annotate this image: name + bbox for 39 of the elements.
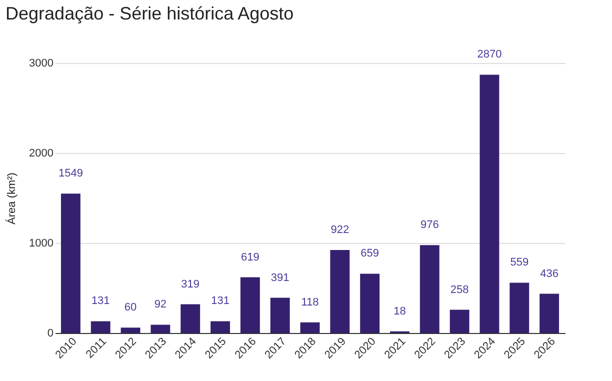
data-label: 258 [450,284,469,296]
bar [240,277,260,333]
bar [330,250,350,333]
bar [90,321,110,333]
y-axis-title: Área (km²) [5,172,18,224]
data-label: 18 [394,305,406,318]
data-label: 436 [540,268,558,280]
bar [120,328,140,333]
bar [360,274,380,333]
data-label: 659 [360,248,380,260]
bar [210,321,230,333]
bar [180,304,200,333]
bar [150,324,170,333]
bar [510,282,530,333]
bar [420,245,440,333]
data-label: 2870 [477,48,502,61]
data-label: 118 [301,296,319,308]
data-label: 92 [154,298,167,311]
bar [300,322,320,333]
bar [450,310,470,333]
data-label: 60 [124,302,137,314]
chart-title: Degradação - Série histórica Agosto [6,4,294,24]
y-tick-label: 2000 [29,148,54,160]
bar [60,194,80,333]
bar [480,74,500,333]
y-tick-label: 3000 [29,58,54,70]
data-label: 391 [270,272,290,284]
data-label: 559 [510,256,529,269]
bar [270,298,290,333]
y-tick-label: 1000 [29,238,54,250]
y-tick-label: 0 [47,328,54,340]
data-label: 131 [211,295,230,308]
data-label: 922 [330,224,350,236]
bar [540,294,560,333]
data-label: 319 [181,278,200,290]
data-label: 1549 [58,168,83,180]
data-label: 976 [420,219,439,232]
data-label: 619 [240,251,260,264]
data-label: 131 [91,295,110,308]
